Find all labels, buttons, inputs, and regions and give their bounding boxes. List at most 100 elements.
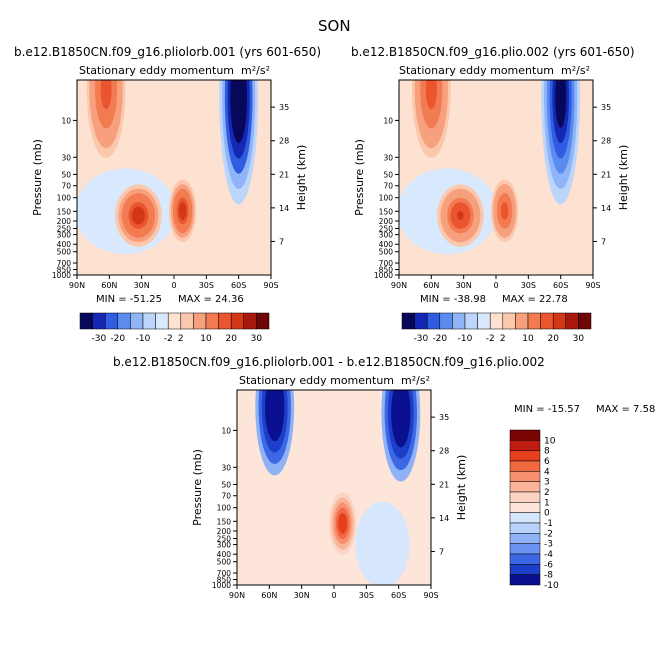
panel-3-colorbar-cell-4 — [509, 471, 541, 482]
panel-1-feature-4-contour-7 — [235, 81, 242, 113]
panel-1-colorbar-label-6: 20 — [225, 334, 237, 344]
panel-3-colorbar-label-12: -6 — [544, 560, 553, 570]
panel-2-colorbar-cell-7 — [489, 312, 504, 330]
panel-1-ylabel: Pressure (mb) — [31, 139, 44, 216]
panel-2-ytick-label-6: 200 — [379, 217, 394, 226]
panel-2-htick-label-1: 28 — [601, 137, 611, 146]
panel-1-colorbar-cell-10 — [205, 312, 219, 330]
panel-3-ytick-label-13: 1000 — [212, 581, 231, 590]
panel-3-colorbar-label-1: 8 — [544, 447, 550, 457]
panel-3-colorbar-label-9: -2 — [544, 529, 553, 539]
panel-3-xtick-label-0: 90N — [229, 591, 245, 600]
panel-3-xtick-label-3: 0 — [331, 591, 336, 600]
panel-1-feature-2-contour-7 — [135, 211, 142, 220]
panel-2-colorbar-cell-14 — [578, 312, 592, 330]
panel-3-colorbar-label-6: 1 — [544, 498, 550, 508]
panel-1-ytick-label-6: 200 — [57, 217, 72, 226]
panel-1-colorbar-cell-13 — [243, 312, 257, 330]
panel-3-region-b — [355, 501, 410, 585]
panel-1-ytick-label-9: 400 — [57, 240, 72, 249]
panel-3-htick-label-0: 35 — [439, 413, 449, 422]
panel-3-max: MAX = 7.58 — [596, 404, 656, 415]
panel-2-xtick-label-1: 60N — [423, 281, 439, 290]
panel-3-field — [237, 390, 431, 585]
panel-3-colorbar-cell-8 — [509, 512, 541, 524]
panel-3-colorbar-label-5: 2 — [544, 488, 550, 498]
panel-1-htick-label-3: 14 — [279, 204, 289, 213]
panel-2-colorbar-label-2: -10 — [458, 334, 473, 344]
panel-3-ytick-label-2: 50 — [221, 480, 231, 489]
panel-1-colorbar-cell-0 — [79, 312, 93, 330]
panel-2-field — [399, 80, 593, 275]
panel-2-colorbar-cell-8 — [502, 312, 516, 330]
panel-3-htick-label-4: 7 — [439, 547, 444, 556]
panel-1-htick-label-1: 28 — [279, 137, 289, 146]
panel-2-colorbar-cell-2 — [426, 312, 441, 330]
panel-2-feature-2-contour-7 — [457, 211, 464, 220]
panel-1-colorbar-label-4: 2 — [178, 334, 184, 344]
panel-3-colorbar-label-4: 3 — [544, 478, 550, 488]
panel-3-xtick-label-1: 60N — [261, 591, 277, 600]
panel-3-colorbar-label-3: 4 — [544, 467, 550, 477]
panel-1-feature-3-contour-7 — [180, 206, 185, 216]
panel-1-ytick-label-2: 50 — [61, 170, 71, 179]
panel-2-feature-1-contour-7 — [428, 80, 435, 100]
panel-3-colorbar-label-2: 6 — [544, 457, 550, 467]
panel-2-ytick-label-2: 50 — [383, 170, 393, 179]
panel-1-case-title: b.e12.B1850CN.f09_g16.pliolorb.001 (yrs … — [14, 45, 322, 59]
panel-3-htick-label-3: 14 — [439, 514, 449, 523]
panel-3-colorbar-cell-6 — [509, 491, 541, 503]
panel-2-feature-3-contour-7 — [502, 206, 507, 216]
panel-2-colorbar-cell-9 — [515, 312, 529, 330]
panel-1-max: MAX = 24.36 — [178, 294, 244, 305]
panel-2-feature-4-contour-7 — [557, 81, 564, 113]
panel-3-xtick-label-6: 90S — [423, 591, 438, 600]
panel-3-colorbar-cell-11 — [509, 543, 541, 555]
panel-2-colorbar-label-0: -30 — [414, 334, 429, 344]
panel-1-colorbar-cell-11 — [218, 312, 232, 330]
panel-3-region-a — [237, 478, 336, 565]
panel-2-htick-label-3: 14 — [601, 204, 611, 213]
panel-3-ylabel: Pressure (mb) — [191, 449, 204, 526]
panel-3-colorbar-cell-13 — [509, 564, 541, 575]
panel-3-colorbar-cell-2 — [509, 450, 541, 462]
panel-1-colorbar-cell-4 — [130, 312, 144, 330]
panel-3-ytick-label-1: 30 — [221, 463, 231, 472]
panel-2-ytick-label-0: 10 — [383, 116, 393, 125]
panel-3-units: m²/s² — [401, 374, 430, 387]
panel-2-units: m²/s² — [561, 64, 590, 77]
panel-2-region-b — [517, 191, 572, 275]
panel-3-colorbar-cell-5 — [509, 481, 541, 493]
panel-1-ytick-label-8: 300 — [57, 231, 72, 240]
panel-1-colorbar-cell-8 — [180, 312, 194, 330]
panel-1-xtick-label-3: 0 — [171, 281, 176, 290]
panel-3-colorbar-label-10: -3 — [544, 540, 553, 550]
panel-3-colorbar-cell-12 — [509, 553, 541, 565]
panel-3-title-text: Stationary eddy momentum — [239, 374, 395, 387]
panel-1-colorbar-cell-1 — [92, 312, 106, 330]
panel-1-htick-label-4: 7 — [279, 237, 284, 246]
panel-3-xtick-label-4: 30S — [359, 591, 374, 600]
panel-2-colorbar-cell-13 — [565, 312, 579, 330]
panel-3-colorbar-cell-0 — [509, 429, 541, 441]
panel-1-xtick-label-2: 30N — [134, 281, 150, 290]
panel-3-feature-2-contour-6 — [340, 518, 345, 529]
panel-2-xtick-label-0: 90N — [391, 281, 407, 290]
panel-1-xtick-label-0: 90N — [69, 281, 85, 290]
panel-1-ytick-label-4: 100 — [57, 194, 72, 203]
panel-3-colorbar-label-14: -10 — [544, 581, 559, 591]
panel-3-ytick-label-0: 10 — [221, 426, 231, 435]
panel-2-htick-label-4: 7 — [601, 237, 606, 246]
panel-3-ytick-label-12: 850 — [217, 576, 232, 585]
panel-2-colorbar-cell-3 — [439, 312, 453, 330]
panel-2-colorbar-label-5: 10 — [522, 334, 534, 344]
panel-3-htick-label-2: 21 — [439, 480, 449, 489]
panel-3-colorbar-label-0: 10 — [544, 436, 556, 446]
panel-1-colorbar-cell-6 — [155, 312, 169, 330]
panel-3-ytick-label-11: 700 — [217, 569, 232, 578]
panel-2-colorbar-cell-1 — [414, 312, 428, 330]
panel-2-colorbar-cell-5 — [464, 312, 478, 330]
panel-3-colorbar-cell-10 — [509, 533, 541, 544]
panel-1-ytick-label-5: 150 — [57, 207, 72, 216]
panel-3-feature-3-contour-6 — [397, 401, 405, 425]
